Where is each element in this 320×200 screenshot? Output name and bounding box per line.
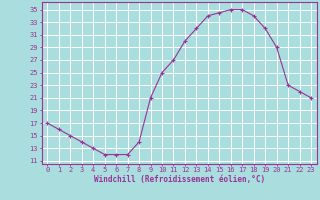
X-axis label: Windchill (Refroidissement éolien,°C): Windchill (Refroidissement éolien,°C)	[94, 175, 265, 184]
